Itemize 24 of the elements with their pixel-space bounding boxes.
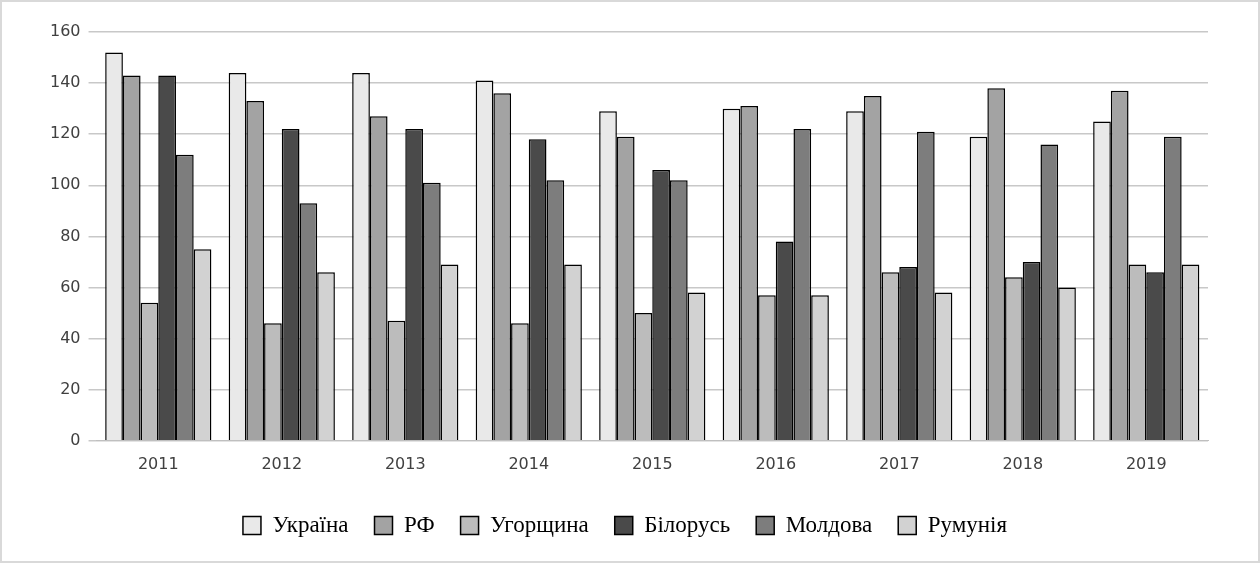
legend-label: Білорусь <box>644 511 731 537</box>
x-tick-label: 2019 <box>1125 453 1167 473</box>
y-tick-label: 100 <box>49 174 81 194</box>
y-tick-label: 140 <box>49 72 81 92</box>
y-tick-label: 80 <box>60 225 81 245</box>
x-tick-label: 2015 <box>631 453 673 473</box>
x-tick-label: 2018 <box>1002 453 1044 473</box>
legend-label: Румунія <box>927 511 1008 537</box>
x-tick-label: 2014 <box>508 453 550 473</box>
x-tick-label: 2012 <box>261 453 303 473</box>
y-tick-label: 0 <box>70 429 81 449</box>
y-tick-label: 40 <box>60 327 81 347</box>
x-tick-label: 2016 <box>755 453 797 473</box>
y-tick-label: 120 <box>49 123 81 143</box>
y-tick-label: 20 <box>60 378 81 398</box>
legend-label: РФ <box>404 511 435 537</box>
y-tick-label: 60 <box>60 276 81 296</box>
x-tick-label: 2013 <box>384 453 426 473</box>
legend-label: Угорщина <box>490 511 589 537</box>
legend-label: Молдова <box>785 511 873 537</box>
x-tick-label: 2017 <box>878 453 920 473</box>
legend-label: Україна <box>272 511 349 537</box>
x-tick-label: 2011 <box>137 453 179 473</box>
y-tick-label: 160 <box>49 21 81 41</box>
